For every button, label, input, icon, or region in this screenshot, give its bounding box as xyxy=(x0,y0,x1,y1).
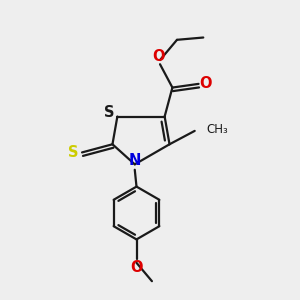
Text: O: O xyxy=(200,76,212,91)
Text: O: O xyxy=(130,260,142,275)
Text: O: O xyxy=(153,49,165,64)
Text: S: S xyxy=(104,105,114,120)
Text: N: N xyxy=(129,153,141,168)
Text: CH₃: CH₃ xyxy=(206,124,228,136)
Text: S: S xyxy=(68,145,79,160)
